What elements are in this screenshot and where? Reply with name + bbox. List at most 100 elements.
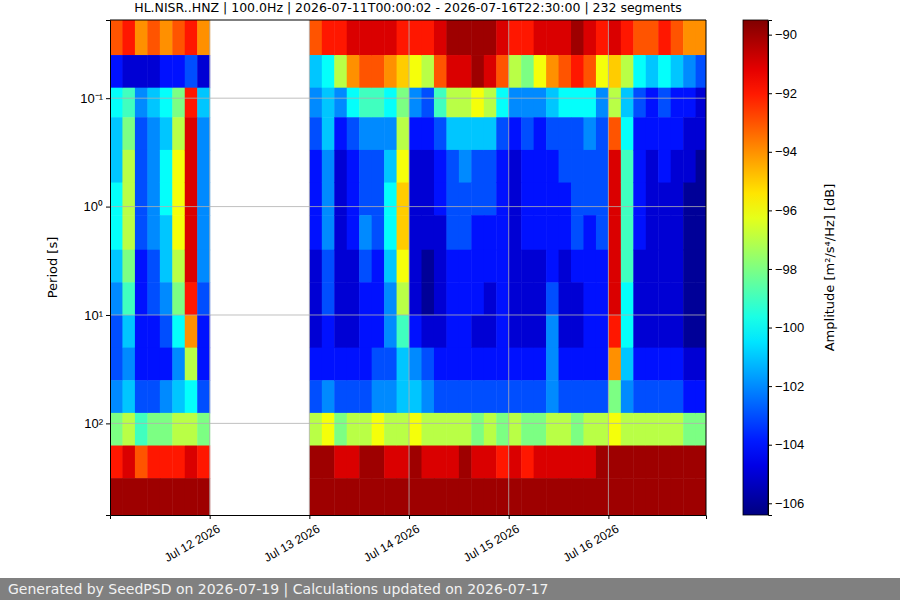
cell [646, 348, 659, 381]
cell [459, 183, 472, 216]
cell [409, 215, 422, 250]
cell [309, 446, 322, 479]
cell [534, 183, 547, 216]
cell [559, 446, 572, 479]
cell [546, 380, 559, 413]
cell [683, 88, 696, 118]
cell [347, 150, 360, 183]
x-tick-mark [608, 515, 609, 519]
cell [621, 250, 634, 283]
cell [471, 282, 484, 315]
cell [322, 413, 335, 446]
cell [459, 315, 472, 348]
colorbar [743, 20, 768, 515]
cell [583, 117, 596, 150]
cell [372, 478, 385, 515]
cell [446, 183, 459, 216]
cell [484, 282, 497, 315]
cell [621, 88, 634, 118]
cell [421, 20, 434, 56]
y-axis-line [106, 21, 111, 516]
cell [359, 55, 372, 88]
cell [384, 20, 397, 56]
cell [359, 88, 372, 118]
cell [110, 20, 123, 56]
cell [160, 88, 173, 118]
cell [509, 413, 522, 446]
cell [658, 55, 671, 88]
cell [496, 88, 509, 118]
cell [135, 380, 148, 413]
cell [397, 348, 410, 381]
cell [459, 250, 472, 283]
cell [135, 20, 148, 56]
colorbar-tick-label: −96 [775, 203, 797, 218]
cell [459, 20, 472, 56]
cell [671, 117, 684, 150]
cell [372, 215, 385, 250]
cell [372, 183, 385, 216]
cell [683, 183, 696, 216]
colorbar-tick-mark [768, 152, 772, 153]
cell [496, 413, 509, 446]
cell [185, 348, 198, 381]
cell [621, 413, 634, 446]
colorbar-tick-label: −100 [775, 320, 804, 335]
cell [683, 282, 696, 315]
cell [334, 282, 347, 315]
cell [147, 380, 160, 413]
cell [683, 413, 696, 446]
cell [172, 150, 185, 183]
footer-bar [0, 578, 900, 600]
cell [496, 215, 509, 250]
cell [571, 117, 584, 150]
cell [546, 20, 559, 56]
cell [172, 250, 185, 283]
cell [172, 88, 185, 118]
cell [696, 315, 706, 348]
cell [583, 446, 596, 479]
cell [658, 117, 671, 150]
cell [172, 215, 185, 250]
cell [122, 446, 135, 479]
cell [484, 117, 497, 150]
cell [683, 250, 696, 283]
cell [110, 250, 123, 283]
cell [509, 183, 522, 216]
cell [384, 88, 397, 118]
cell [446, 282, 459, 315]
cell [309, 55, 322, 88]
cell [671, 282, 684, 315]
colorbar-tick-mark [768, 328, 772, 329]
y-tick-label: 10¹ [84, 308, 103, 323]
cell [446, 315, 459, 348]
cell [397, 315, 410, 348]
cell [322, 478, 335, 515]
cell [334, 315, 347, 348]
cell [471, 250, 484, 283]
cell [160, 282, 173, 315]
cell [521, 88, 534, 118]
cell [434, 88, 447, 118]
cell [608, 446, 621, 479]
cell [571, 250, 584, 283]
cell [621, 282, 634, 315]
cell [521, 55, 534, 88]
colorbar-tick-mark [768, 269, 772, 270]
cell [384, 250, 397, 283]
x-tick-mark [210, 515, 211, 519]
cell [596, 413, 609, 446]
cell [583, 20, 596, 56]
cell [384, 117, 397, 150]
y-tick-mark [106, 315, 110, 316]
y-tick: 10⁰ [84, 199, 110, 214]
y-tick-label: 10⁰ [84, 199, 103, 214]
y-tick-mark [106, 207, 110, 208]
cell [646, 380, 659, 413]
cell [608, 413, 621, 446]
cell [397, 413, 410, 446]
cell [172, 282, 185, 315]
cell [372, 150, 385, 183]
cell [172, 348, 185, 381]
cell [322, 282, 335, 315]
